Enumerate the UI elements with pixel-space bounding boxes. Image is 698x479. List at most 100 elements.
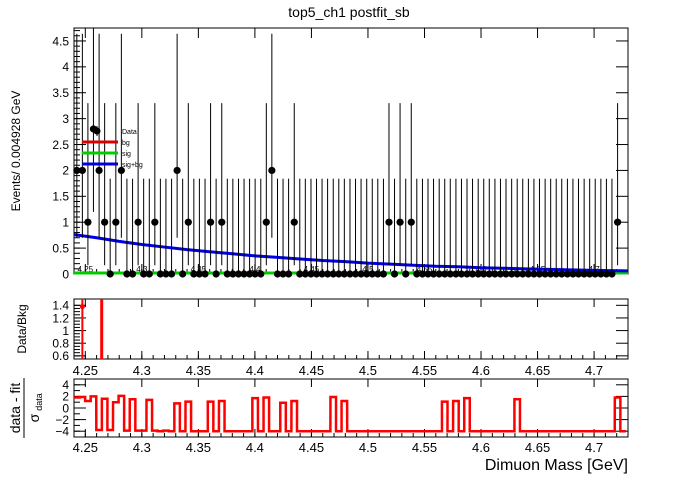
pull-y-tick-label: 2	[62, 390, 69, 404]
data-point	[151, 218, 159, 226]
data-point	[508, 270, 516, 278]
data-point	[574, 270, 583, 278]
legend-label: bg	[122, 140, 130, 147]
data-point	[424, 270, 432, 278]
ratio-x-tick-label: 4.6	[472, 363, 490, 378]
data-point	[117, 166, 125, 175]
main-y-tick-label: 2.5	[52, 138, 69, 152]
data-point	[190, 270, 198, 278]
main-panel: top5_ch1 postfit_sb00.511.522.533.544.54…	[9, 4, 629, 281]
data-point	[418, 270, 427, 278]
pull-x-tick-label: 4.65	[525, 440, 550, 455]
pull-y-axis-label: data - fit σ data	[7, 378, 44, 438]
data-point	[429, 270, 438, 278]
data-point	[379, 270, 388, 278]
data-point	[535, 270, 544, 278]
ratio-x-tick-label: 4.45	[299, 363, 324, 378]
data-point	[218, 218, 226, 226]
data-point	[474, 270, 482, 278]
ratio-y-tick-label: 1.2	[52, 311, 69, 325]
main-y-axis-label: Events/ 0.004928 GeV	[9, 91, 23, 212]
data-point	[351, 270, 360, 278]
data-point	[580, 270, 588, 278]
chart-title: top5_ch1 postfit_sb	[288, 4, 410, 20]
pull-x-tick-label: 4.5	[359, 440, 377, 455]
data-point	[396, 218, 404, 226]
pull-x-axis-label: Dimuon Mass [GeV]	[485, 457, 628, 474]
data-point	[234, 270, 243, 278]
data-point	[112, 218, 120, 226]
ratio-x-tick-label: 4.25	[73, 363, 98, 378]
main-y-tick-label: 0	[62, 267, 69, 281]
data-point	[106, 270, 114, 278]
ratio-plot-frame	[73, 298, 629, 360]
data-point	[140, 270, 148, 278]
data-point	[201, 270, 209, 278]
main-y-tick-label: 1	[62, 216, 69, 230]
data-point	[296, 270, 304, 278]
legend-label: sig	[122, 151, 131, 158]
ratio-x-tick-label: 4.3	[133, 363, 151, 378]
data-point	[84, 218, 92, 226]
data-point	[457, 270, 466, 278]
data-point	[134, 218, 142, 226]
data-point	[519, 270, 527, 278]
ratio-panel: 0.60.811.21.4 4.25 4.3 4.35 4.4 4.45 4.5 4.55 4.…	[15, 298, 629, 378]
data-point	[78, 166, 86, 175]
data-point	[480, 270, 488, 278]
data-point	[273, 270, 282, 278]
data-point	[368, 270, 376, 278]
data-point	[145, 270, 153, 278]
ratio-x-tick-label: 4.65	[525, 363, 550, 378]
data-point	[340, 270, 348, 278]
pull-x-tick-label: 4.25	[73, 440, 98, 455]
data-point	[123, 270, 131, 278]
data-point	[268, 166, 276, 175]
pull-y-label-denominator: σ	[26, 413, 42, 422]
pull-x-tick-label: 4.6	[472, 440, 490, 455]
pull-x-tick-label: 4.45	[299, 440, 324, 455]
data-point	[257, 270, 265, 278]
main-y-tick-label: 0.5	[52, 241, 69, 255]
pull-y-tick-label: 4	[62, 378, 69, 392]
data-point	[446, 270, 454, 278]
pull-x-tick-label: 4.55	[412, 440, 437, 455]
data-point	[223, 270, 231, 278]
data-point	[552, 270, 560, 278]
data-point	[312, 270, 321, 278]
main-y-tick-label: 4	[62, 60, 69, 74]
ratio-x-tick-label: 4.55	[412, 363, 437, 378]
data-point	[413, 270, 421, 278]
data-point	[452, 270, 460, 278]
data-point	[591, 270, 599, 278]
pull-x-tick-label: 4.4	[246, 440, 264, 455]
data-point	[212, 270, 220, 278]
ratio-x-tick-label: 4.7	[585, 363, 603, 378]
data-point	[335, 270, 343, 278]
pull-y-label-subscript: data	[34, 393, 44, 411]
data-point	[323, 270, 332, 278]
main-y-tick-label: 2	[62, 164, 69, 178]
ratio-y-tick-label: 0.6	[52, 349, 69, 363]
data-point	[95, 166, 103, 175]
data-point	[602, 270, 611, 278]
data-point	[390, 270, 399, 278]
data-point	[162, 270, 170, 278]
data-point	[441, 270, 449, 278]
data-point	[608, 270, 616, 278]
data-point	[485, 270, 493, 278]
data-point	[329, 270, 337, 278]
data-point	[407, 218, 415, 226]
data-point	[240, 270, 248, 278]
data-point	[547, 270, 555, 278]
data-point	[307, 270, 315, 278]
pull-y-label-numerator: data - fit	[7, 383, 23, 434]
data-point	[167, 270, 176, 278]
data-point	[524, 270, 532, 278]
data-point	[251, 270, 259, 278]
data-point	[435, 270, 443, 278]
data-point	[541, 270, 549, 278]
sig-plus-bg-curve	[73, 233, 629, 273]
